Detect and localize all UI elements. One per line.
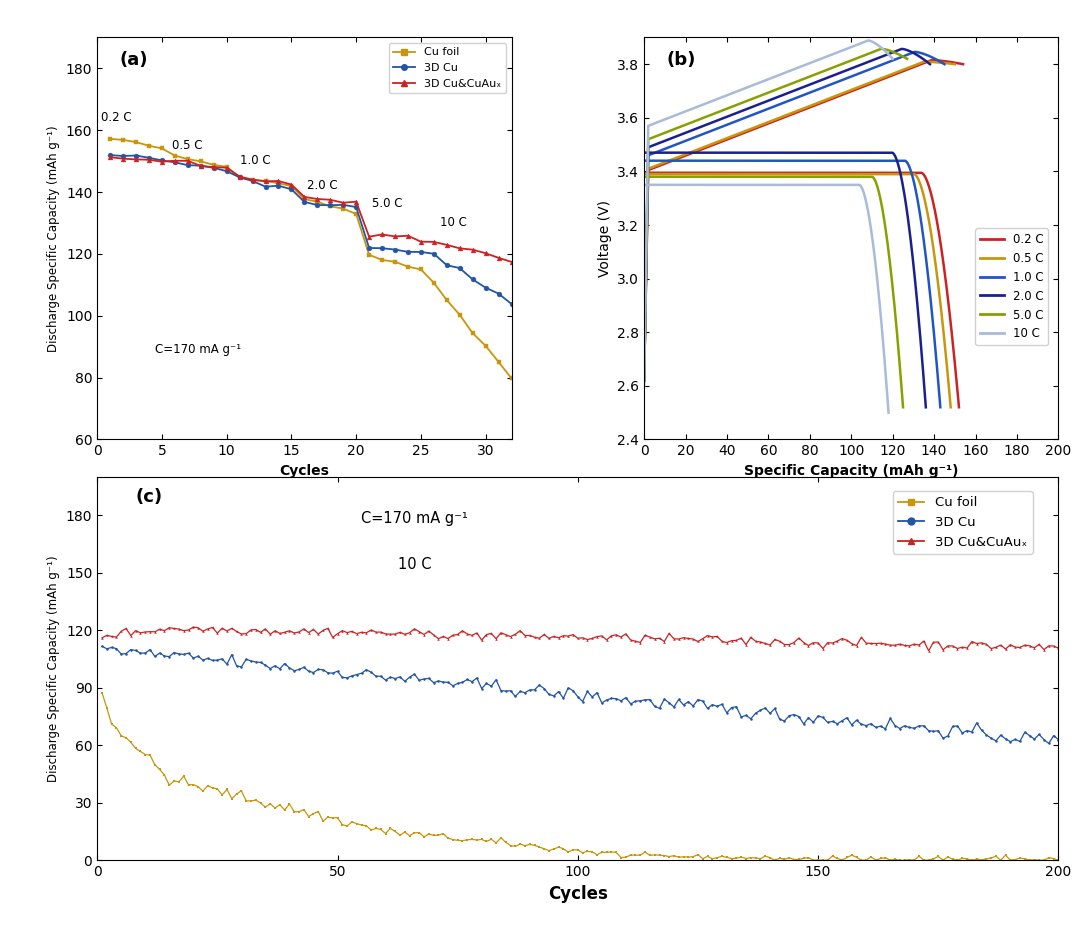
Text: (c): (c) bbox=[136, 488, 163, 507]
Text: 5.0 C: 5.0 C bbox=[372, 197, 402, 210]
X-axis label: Specific Capacity (mAh g⁻¹): Specific Capacity (mAh g⁻¹) bbox=[744, 464, 958, 478]
Text: 2.0 C: 2.0 C bbox=[307, 179, 338, 192]
Text: C=170 mA g⁻¹: C=170 mA g⁻¹ bbox=[361, 511, 468, 525]
Text: 10 C: 10 C bbox=[441, 216, 468, 229]
Y-axis label: Discharge Specific Capacity (mAh g⁻¹): Discharge Specific Capacity (mAh g⁻¹) bbox=[48, 555, 60, 782]
Text: C=170 mA g⁻¹: C=170 mA g⁻¹ bbox=[156, 343, 242, 356]
Text: 0.5 C: 0.5 C bbox=[173, 138, 203, 151]
X-axis label: Cycles: Cycles bbox=[548, 885, 608, 902]
Legend: Cu foil, 3D Cu, 3D Cu&CuAuₓ: Cu foil, 3D Cu, 3D Cu&CuAuₓ bbox=[389, 43, 505, 93]
X-axis label: Cycles: Cycles bbox=[280, 464, 329, 478]
Text: (b): (b) bbox=[666, 51, 697, 69]
Legend: 0.2 C, 0.5 C, 1.0 C, 2.0 C, 5.0 C, 10 C: 0.2 C, 0.5 C, 1.0 C, 2.0 C, 5.0 C, 10 C bbox=[975, 228, 1049, 345]
Y-axis label: Voltage (V): Voltage (V) bbox=[597, 200, 611, 277]
Y-axis label: Discharge Specific Capacity (mAh g⁻¹): Discharge Specific Capacity (mAh g⁻¹) bbox=[48, 125, 60, 352]
Text: (a): (a) bbox=[120, 51, 148, 69]
Text: 0.2 C: 0.2 C bbox=[102, 111, 132, 124]
Legend: Cu foil, 3D Cu, 3D Cu&CuAuₓ: Cu foil, 3D Cu, 3D Cu&CuAuₓ bbox=[893, 491, 1032, 554]
Text: 1.0 C: 1.0 C bbox=[240, 154, 270, 167]
Text: 10 C: 10 C bbox=[397, 557, 431, 572]
